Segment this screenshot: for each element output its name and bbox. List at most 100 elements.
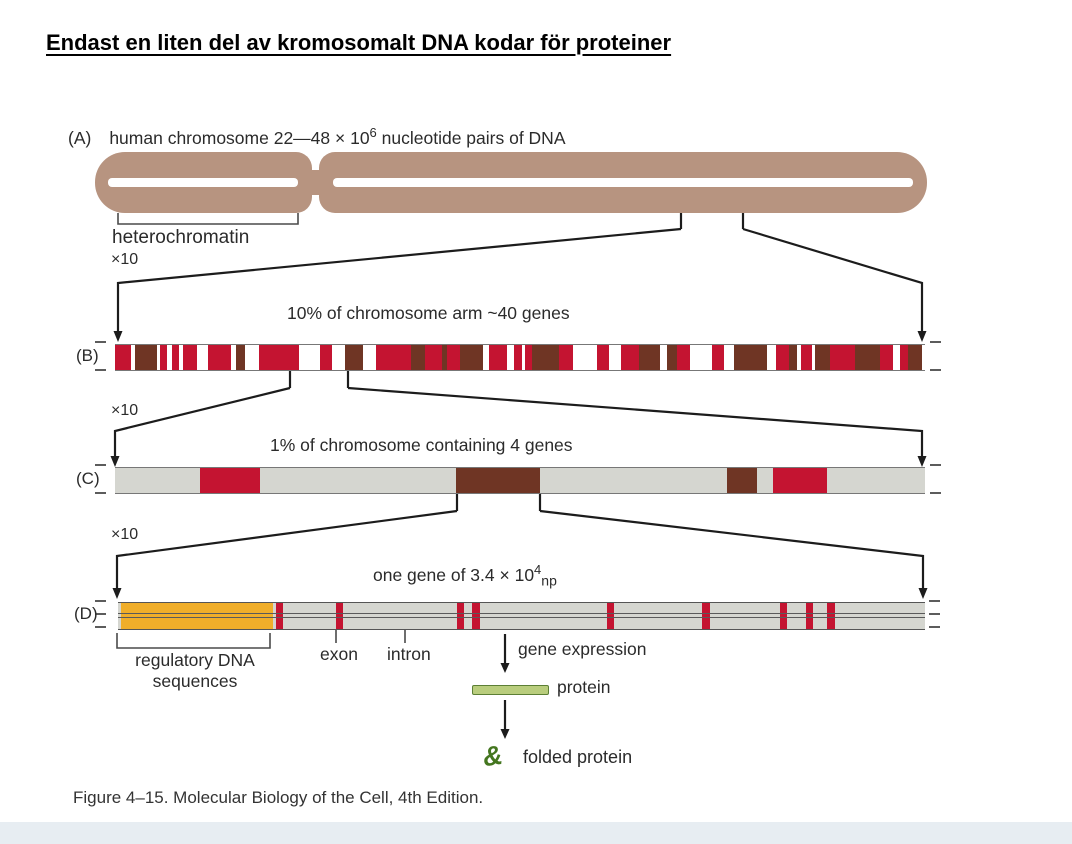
- panel-a-heading-suffix: nucleotide pairs of DNA: [376, 127, 566, 148]
- regulatory-label-line1: regulatory DNA: [135, 650, 255, 670]
- gene-segment-brown: [908, 345, 922, 370]
- chromosome-arm-gene-bar: [115, 344, 926, 371]
- panel-a-heading: (A) human chromosome 22—48 × 106 nucleoti…: [68, 125, 566, 149]
- gene-segment-brown: [411, 345, 425, 370]
- gene-segment-red: [596, 345, 609, 370]
- gene-segment-white: [767, 345, 776, 370]
- gene-segment-red: [899, 345, 909, 370]
- panel-d-label: (D): [74, 604, 98, 623]
- gene-segment-white: [332, 345, 346, 370]
- heterochromatin-label: heterochromatin: [112, 227, 250, 248]
- gene-segment-gray: [826, 468, 925, 493]
- gene-segment-red: [424, 345, 443, 370]
- chromatid-stripe-left: [108, 178, 298, 187]
- panel-a-heading-exponent: 6: [369, 125, 377, 140]
- exon-mark: [472, 603, 480, 629]
- panel-a-label: (A): [68, 127, 92, 148]
- gene-segment-red: [677, 345, 691, 370]
- slide-title: Endast en liten del av kromosomalt DNA k…: [46, 30, 672, 55]
- gene-segment-brown: [855, 345, 880, 370]
- exon-label: exon: [320, 644, 358, 664]
- gene-segment-white: [921, 345, 926, 370]
- gene-segment-white: [362, 345, 377, 370]
- gene-segment-red: [447, 345, 461, 370]
- gene-segment-red: [800, 345, 812, 370]
- panel-d-heading-exponent: 4: [534, 562, 542, 577]
- gene-segment-white: [298, 345, 320, 370]
- exon-mark: [805, 603, 813, 629]
- heterochromatin-bracket: [117, 213, 299, 225]
- zoom-x10-label-3: ×10: [111, 526, 139, 543]
- exon-mark: [702, 603, 710, 629]
- gene-segment-white: [130, 345, 136, 370]
- centromere: [300, 170, 332, 195]
- footer-band: [0, 822, 1072, 844]
- gene-segment-brown: [460, 345, 483, 370]
- protein-bar-graphic: [472, 685, 549, 695]
- exon-mark: [779, 603, 787, 629]
- gene-segment-white: [893, 345, 900, 370]
- intron-label: intron: [387, 644, 431, 664]
- exon-mark: [276, 603, 284, 629]
- gene-segment-brown: [345, 345, 363, 370]
- exon-mark: [456, 603, 465, 629]
- gene-segment-white: [245, 345, 259, 370]
- gene-segment-red: [775, 345, 790, 370]
- gene-segment-red: [160, 345, 168, 370]
- gene-segment-gray: [259, 468, 456, 493]
- gene-segment-red: [513, 345, 523, 370]
- protein-label: protein: [557, 677, 611, 697]
- exon-mark: [827, 603, 835, 629]
- gene-segment-gray: [757, 468, 773, 493]
- folded-protein-icon: &: [480, 739, 505, 773]
- gene-segment-red: [208, 345, 231, 370]
- gene-segment-red: [879, 345, 894, 370]
- gene-segment-white: [659, 345, 668, 370]
- gene-segment-brown: [815, 345, 831, 370]
- zoom-x10-label-1: ×10: [111, 251, 139, 268]
- gene-segment-red: [772, 468, 827, 493]
- gene-segment-red: [621, 345, 639, 370]
- panel-d-heading-unit: np: [541, 572, 557, 589]
- gene-segment-brown: [135, 345, 157, 370]
- gene-segment-white: [156, 345, 161, 370]
- gene-segment-white: [690, 345, 712, 370]
- gene-segment-white: [482, 345, 490, 370]
- gene-segment-white: [507, 345, 514, 370]
- regulatory-bracket: [116, 630, 406, 649]
- gene-segment-red: [319, 345, 333, 370]
- panel-b-heading: 10% of chromosome arm ~40 genes: [287, 303, 570, 323]
- gene-segment-brown: [667, 345, 678, 370]
- gene-segment-white: [811, 345, 816, 370]
- gene-segment-white: [197, 345, 209, 370]
- figure-caption: Figure 4–15. Molecular Biology of the Ce…: [73, 788, 484, 807]
- gene-segment-red: [183, 345, 198, 370]
- chromosome-1pct-gene-bar: [115, 467, 925, 494]
- panel-d-heading-text: one gene of 3.4 × 10: [373, 564, 535, 585]
- gene-segment-brown: [733, 345, 768, 370]
- dna-strand-line: [118, 612, 925, 614]
- zoom-x10-label-2: ×10: [111, 402, 139, 419]
- regulatory-dna-block: [121, 603, 273, 629]
- gene-segment-brown: [727, 468, 758, 493]
- chromatid-stripe-right: [333, 178, 913, 187]
- gene-segment-red: [525, 345, 533, 370]
- gene-segment-white: [723, 345, 734, 370]
- gene-expression-label: gene expression: [518, 639, 647, 659]
- gene-segment-brown: [442, 345, 448, 370]
- dna-strand-line: [118, 617, 925, 619]
- gene-segment-red: [115, 345, 131, 370]
- gene-segment-white: [572, 345, 597, 370]
- gene-segment-gray: [115, 468, 201, 493]
- gene-segment-red: [200, 468, 260, 493]
- gene-segment-brown: [789, 345, 798, 370]
- gene-segment-red: [172, 345, 179, 370]
- gene-segment-brown: [235, 345, 246, 370]
- folded-protein-label: folded protein: [523, 747, 633, 767]
- gene-segment-white: [167, 345, 173, 370]
- gene-segment-red: [258, 345, 299, 370]
- single-gene-bar: [118, 602, 925, 630]
- exon-mark: [335, 603, 344, 629]
- gene-segment-brown: [456, 468, 541, 493]
